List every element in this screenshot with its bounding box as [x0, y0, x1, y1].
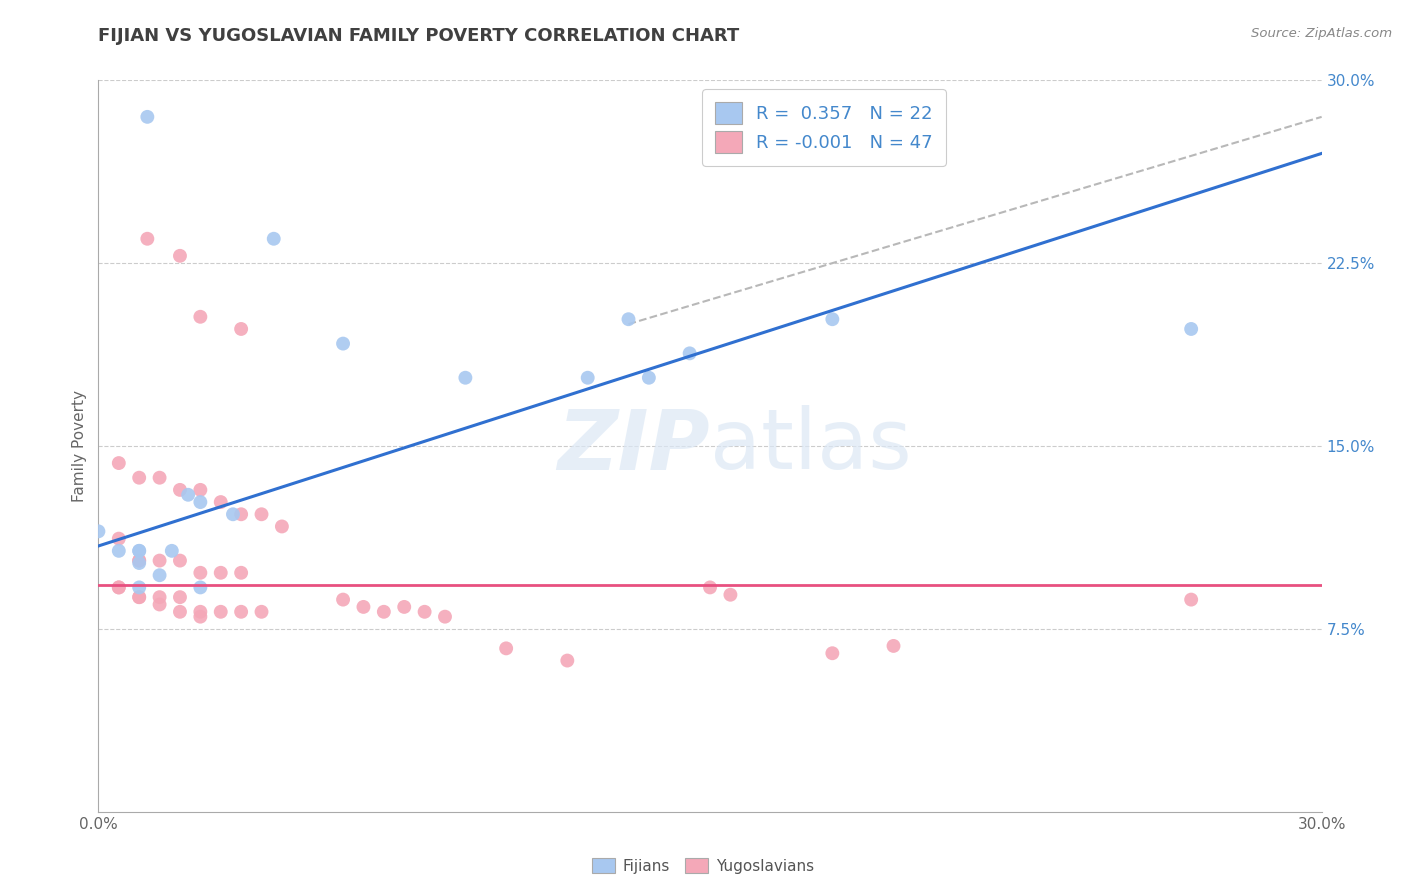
Point [250, 508, 273, 522]
Legend: R =  0.357   N = 22, R = -0.001   N = 47: R = 0.357 N = 22, R = -0.001 N = 47 [702, 89, 946, 166]
Y-axis label: Family Poverty: Family Poverty [72, 390, 87, 502]
Point [177, 488, 200, 502]
Point [209, 495, 232, 509]
Point [188, 605, 212, 619]
Point [108, 581, 131, 595]
Point [188, 609, 212, 624]
Point [128, 553, 150, 567]
Point [169, 483, 191, 497]
Point [209, 605, 232, 619]
Legend: Fijians, Yugoslavians: Fijians, Yugoslavians [586, 852, 820, 880]
Point [720, 588, 742, 602]
Point [332, 336, 354, 351]
Point [821, 646, 844, 660]
Point [231, 566, 253, 580]
Point [87, 524, 110, 539]
Point [270, 519, 294, 533]
Point [392, 599, 416, 614]
Point [136, 110, 159, 124]
Point [149, 568, 172, 582]
Point [128, 590, 150, 604]
Point [231, 605, 253, 619]
Point [1180, 322, 1202, 336]
Point [128, 544, 150, 558]
Point [136, 232, 159, 246]
Point [576, 370, 599, 384]
Point [883, 639, 905, 653]
Point [1180, 592, 1202, 607]
Point [250, 605, 273, 619]
Point [188, 495, 212, 509]
Point [108, 581, 131, 595]
Point [699, 581, 721, 595]
Point [169, 605, 191, 619]
Point [495, 641, 517, 656]
Point [128, 544, 150, 558]
Point [128, 553, 150, 567]
Text: ZIP: ZIP [557, 406, 710, 486]
Point [188, 310, 212, 324]
Point [231, 322, 253, 336]
Point [128, 556, 150, 570]
Point [557, 654, 579, 668]
Point [434, 609, 457, 624]
Point [617, 312, 640, 326]
Point [169, 249, 191, 263]
Point [108, 544, 131, 558]
Point [188, 581, 212, 595]
Point [128, 581, 150, 595]
Text: Source: ZipAtlas.com: Source: ZipAtlas.com [1251, 27, 1392, 40]
Text: atlas: atlas [710, 406, 911, 486]
Point [128, 590, 150, 604]
Point [821, 312, 844, 326]
Point [209, 566, 232, 580]
Point [188, 566, 212, 580]
Point [169, 590, 191, 604]
Point [222, 508, 245, 522]
Text: FIJIAN VS YUGOSLAVIAN FAMILY POVERTY CORRELATION CHART: FIJIAN VS YUGOSLAVIAN FAMILY POVERTY COR… [98, 27, 740, 45]
Point [149, 471, 172, 485]
Point [149, 553, 172, 567]
Point [108, 532, 131, 546]
Point [332, 592, 354, 607]
Point [128, 471, 150, 485]
Point [454, 370, 477, 384]
Point [169, 553, 191, 567]
Point [373, 605, 395, 619]
Point [149, 590, 172, 604]
Point [638, 370, 661, 384]
Point [352, 599, 374, 614]
Point [413, 605, 436, 619]
Point [188, 483, 212, 497]
Point [679, 346, 702, 360]
Point [231, 508, 253, 522]
Point [263, 232, 285, 246]
Point [149, 598, 172, 612]
Point [160, 544, 183, 558]
Point [108, 456, 131, 470]
